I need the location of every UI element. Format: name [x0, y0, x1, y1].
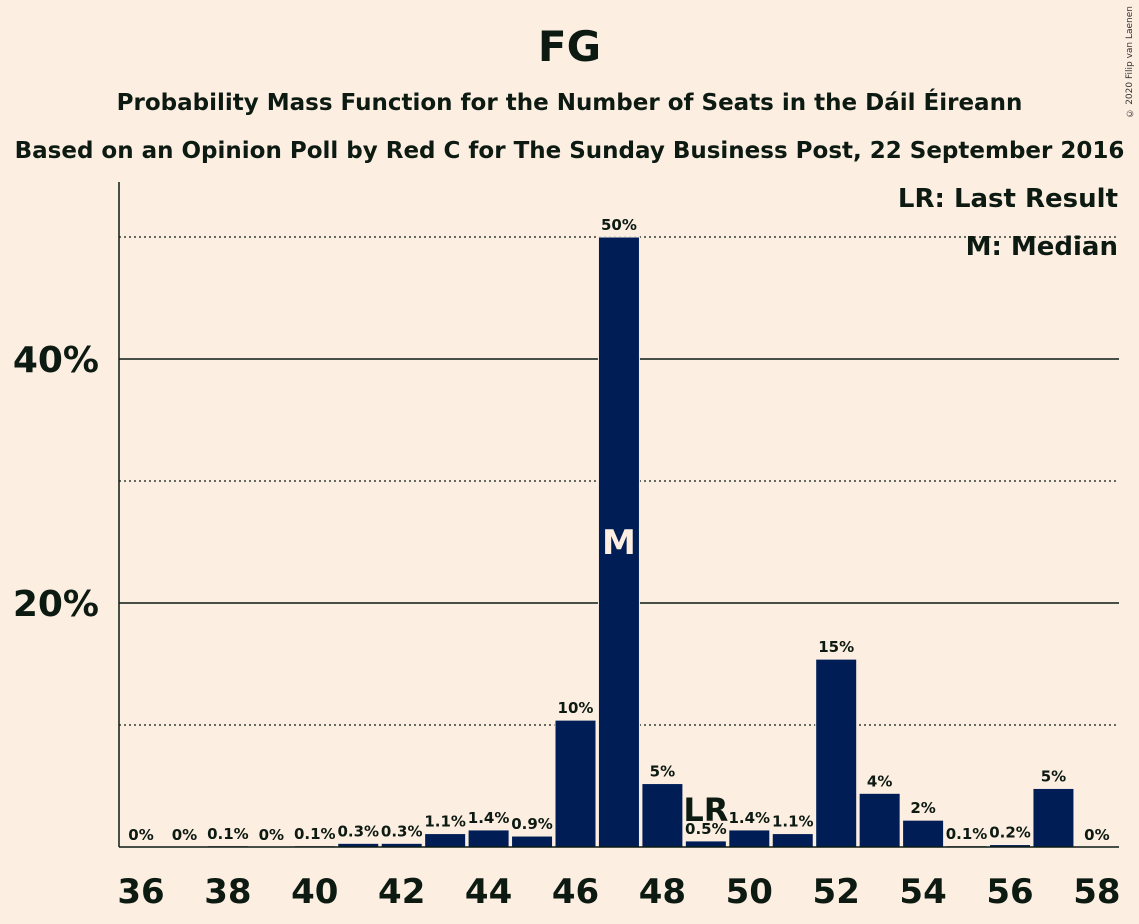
bar-label-39: 0%: [259, 826, 284, 844]
y-tick-label-20: 20%: [13, 584, 99, 625]
bar-label-42: 0.3%: [381, 822, 423, 840]
bar-label-52: 15%: [818, 638, 854, 656]
bar-label-36: 0%: [128, 826, 153, 844]
bar-label-50: 1.4%: [728, 809, 770, 827]
x-tick-label-46: 46: [552, 872, 599, 912]
bar-label-37: 0%: [172, 826, 197, 844]
x-tick-label-38: 38: [204, 872, 251, 912]
bars-group: [206, 236, 1075, 848]
bar-44: [467, 829, 510, 848]
bar-label-51: 1.1%: [772, 813, 814, 831]
last-result-marker: LR: [683, 791, 728, 829]
bar-57: [1032, 787, 1075, 848]
bar-label-40: 0.1%: [294, 825, 336, 843]
x-tick-label-54: 54: [899, 872, 946, 912]
legend-last-result: LR: Last Result: [897, 184, 1118, 214]
bar-53: [858, 792, 901, 848]
bar-label-54: 2%: [910, 799, 935, 817]
bar-50: [728, 829, 771, 848]
bar-label-44: 1.4%: [468, 809, 510, 827]
x-tick-label-56: 56: [986, 872, 1033, 912]
bar-label-55: 0.1%: [946, 825, 988, 843]
chart-subtitle-source: Based on an Opinion Poll by Red C for Th…: [14, 138, 1125, 164]
bar-label-48: 5%: [650, 763, 675, 781]
chart-subtitle: Probability Mass Function for the Number…: [116, 90, 1023, 116]
axes-group: 20% 40% 36 38 40 42 44 46 48 50 52 54 56 58: [13, 182, 1121, 912]
bar-label-53: 4%: [867, 772, 892, 790]
bar-label-47: 50%: [601, 216, 637, 234]
bar-48: [641, 783, 684, 848]
bar-label-57: 5%: [1041, 767, 1066, 785]
x-tick-label-58: 58: [1073, 872, 1120, 912]
x-tick-label-48: 48: [639, 872, 686, 912]
bar-label-46: 10%: [558, 699, 594, 717]
bar-label-56: 0.2%: [989, 824, 1031, 842]
bar-43: [424, 833, 467, 848]
median-marker: M: [602, 523, 636, 563]
labels-group: 0% 0% 0.1% 0% 0.1% 0.3% 0.3%1.1% 1.4% 0.9%10%50%…: [128, 216, 1109, 844]
bar-label-58: 0%: [1084, 826, 1109, 844]
bar-46: [554, 719, 597, 848]
bar-label-45: 0.9%: [511, 815, 553, 833]
bar-49: [684, 840, 727, 848]
bar-label-41: 0.3%: [337, 822, 379, 840]
x-tick-label-50: 50: [726, 872, 773, 912]
bar-54: [902, 819, 945, 848]
chart-title: FG: [537, 22, 602, 71]
y-tick-label-40: 40%: [13, 340, 99, 381]
bar-51: [771, 833, 814, 848]
bar-label-49: 0.5%: [685, 820, 727, 838]
bar-52: [815, 658, 858, 848]
x-tick-label-52: 52: [813, 872, 860, 912]
x-tick-label-42: 42: [378, 872, 425, 912]
bar-45: [511, 835, 554, 848]
x-tick-label-36: 36: [117, 872, 164, 912]
bar-47: [597, 236, 640, 848]
bar-label-43: 1.1%: [424, 813, 466, 831]
x-tick-label-40: 40: [291, 872, 338, 912]
x-tick-label-44: 44: [465, 872, 512, 912]
bar-label-38: 0.1%: [207, 825, 249, 843]
